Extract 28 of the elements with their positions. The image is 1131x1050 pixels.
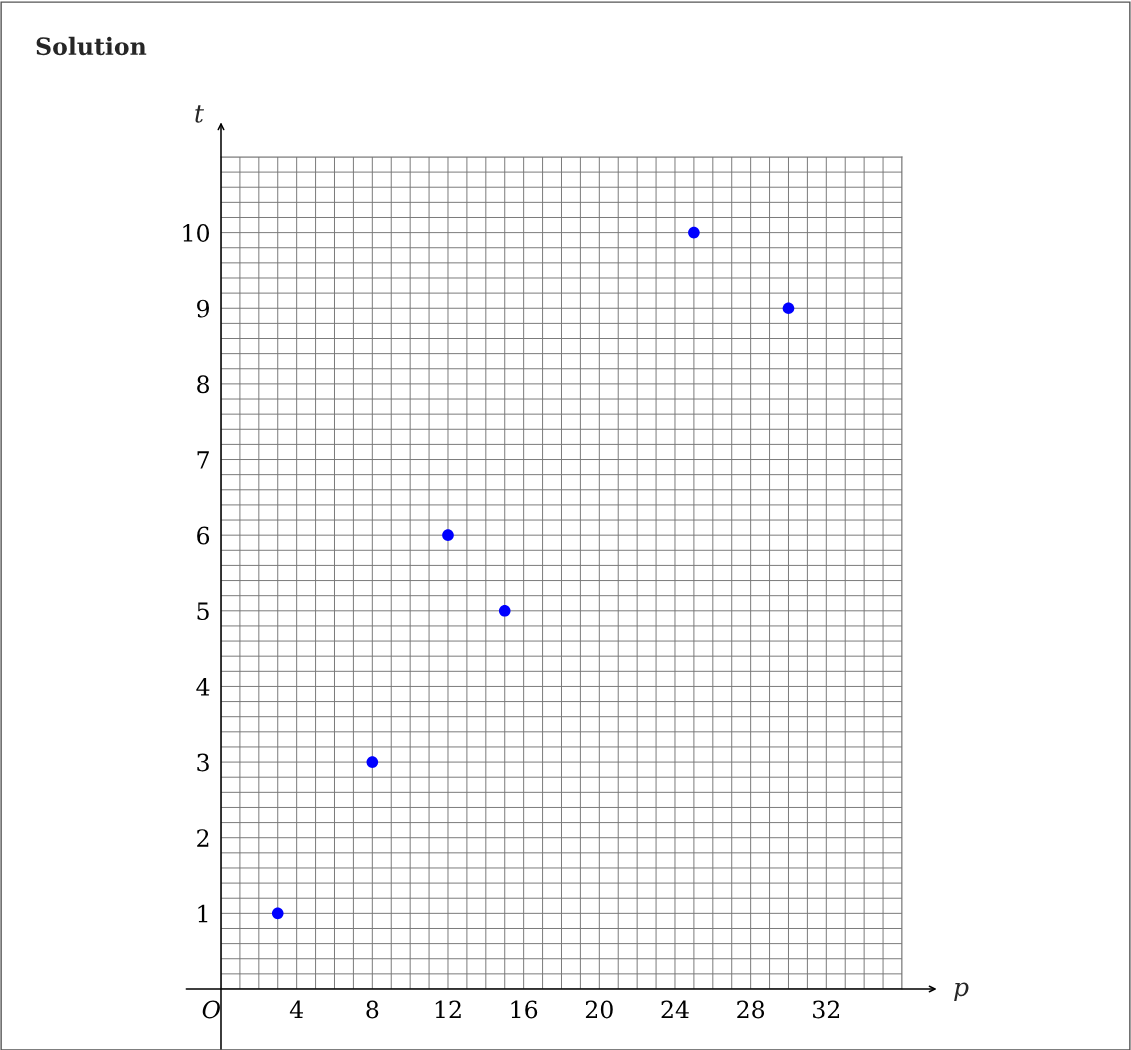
y-tick-label: 10 xyxy=(183,224,210,242)
y-tick-label: 7 xyxy=(197,451,209,469)
y-tick-label: 8 xyxy=(197,375,209,394)
point xyxy=(498,604,511,617)
x-tick-label: 12 xyxy=(435,1000,461,1019)
x-tick-label: O xyxy=(202,1000,220,1019)
x-tick-label: 24 xyxy=(661,1000,689,1019)
x-axis-title: p xyxy=(954,982,969,1002)
y-tick-label: 2 xyxy=(197,829,209,847)
y-tick-label: 3 xyxy=(197,753,209,772)
point xyxy=(366,756,379,768)
y-tick-label: 6 xyxy=(197,526,210,545)
point xyxy=(688,226,700,239)
point xyxy=(782,302,795,315)
y-tick-label: 1 xyxy=(198,904,208,923)
x-tick-label: 20 xyxy=(585,1000,613,1019)
y-tick-label: 9 xyxy=(197,299,209,318)
y-axis-title: t xyxy=(195,105,205,123)
point xyxy=(271,907,284,920)
y-tick-label: 5 xyxy=(197,602,209,621)
x-tick-label: 16 xyxy=(511,1000,538,1019)
x-tick-label: 28 xyxy=(737,1000,765,1019)
x-tick-label: 32 xyxy=(813,1000,840,1019)
point xyxy=(442,529,454,541)
x-tick-label: 4 xyxy=(289,1000,303,1019)
chart-title: Solution xyxy=(36,36,147,56)
x-tick-label: 8 xyxy=(366,1000,379,1019)
y-tick-label: 4 xyxy=(196,677,210,696)
